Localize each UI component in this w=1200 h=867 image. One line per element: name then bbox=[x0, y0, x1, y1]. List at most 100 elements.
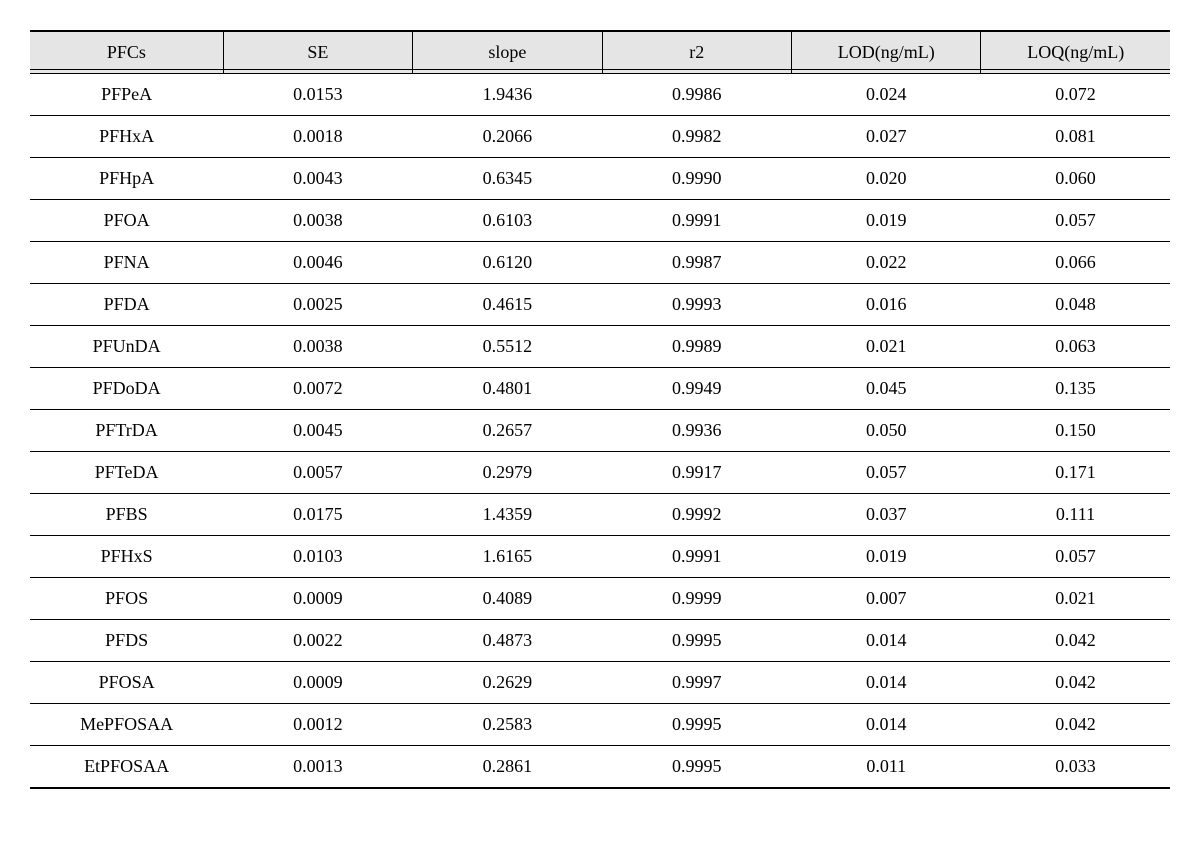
cell-loq: 0.042 bbox=[981, 662, 1170, 704]
cell-lod: 0.045 bbox=[792, 368, 981, 410]
cell-slope: 0.4089 bbox=[413, 578, 602, 620]
cell-loq: 0.063 bbox=[981, 326, 1170, 368]
cell-pfcs: PFOA bbox=[30, 200, 223, 242]
cell-se: 0.0043 bbox=[223, 158, 412, 200]
table-row: PFPeA0.01531.94360.99860.0240.072 bbox=[30, 74, 1170, 116]
cell-slope: 0.5512 bbox=[413, 326, 602, 368]
col-header-r2: r2 bbox=[602, 31, 791, 74]
cell-loq: 0.048 bbox=[981, 284, 1170, 326]
table-row: PFBS0.01751.43590.99920.0370.111 bbox=[30, 494, 1170, 536]
cell-r2: 0.9995 bbox=[602, 704, 791, 746]
cell-r2: 0.9936 bbox=[602, 410, 791, 452]
cell-loq: 0.135 bbox=[981, 368, 1170, 410]
cell-loq: 0.072 bbox=[981, 74, 1170, 116]
cell-slope: 0.6345 bbox=[413, 158, 602, 200]
table-row: EtPFOSAA0.00130.28610.99950.0110.033 bbox=[30, 746, 1170, 789]
cell-loq: 0.021 bbox=[981, 578, 1170, 620]
cell-se: 0.0072 bbox=[223, 368, 412, 410]
cell-lod: 0.019 bbox=[792, 536, 981, 578]
cell-slope: 0.2657 bbox=[413, 410, 602, 452]
cell-pfcs: MePFOSAA bbox=[30, 704, 223, 746]
table-row: PFOA0.00380.61030.99910.0190.057 bbox=[30, 200, 1170, 242]
cell-r2: 0.9989 bbox=[602, 326, 791, 368]
cell-slope: 0.2979 bbox=[413, 452, 602, 494]
cell-pfcs: PFBS bbox=[30, 494, 223, 536]
cell-slope: 0.2583 bbox=[413, 704, 602, 746]
cell-se: 0.0025 bbox=[223, 284, 412, 326]
cell-pfcs: PFNA bbox=[30, 242, 223, 284]
cell-pfcs: PFDoDA bbox=[30, 368, 223, 410]
cell-slope: 0.2861 bbox=[413, 746, 602, 789]
cell-slope: 0.2066 bbox=[413, 116, 602, 158]
cell-se: 0.0013 bbox=[223, 746, 412, 789]
cell-se: 0.0153 bbox=[223, 74, 412, 116]
cell-r2: 0.9987 bbox=[602, 242, 791, 284]
cell-pfcs: PFHxA bbox=[30, 116, 223, 158]
table-row: PFTeDA0.00570.29790.99170.0570.171 bbox=[30, 452, 1170, 494]
cell-lod: 0.014 bbox=[792, 704, 981, 746]
table-row: PFHpA0.00430.63450.99900.0200.060 bbox=[30, 158, 1170, 200]
cell-loq: 0.081 bbox=[981, 116, 1170, 158]
cell-se: 0.0046 bbox=[223, 242, 412, 284]
table-row: PFOS0.00090.40890.99990.0070.021 bbox=[30, 578, 1170, 620]
cell-pfcs: PFPeA bbox=[30, 74, 223, 116]
cell-lod: 0.050 bbox=[792, 410, 981, 452]
cell-r2: 0.9982 bbox=[602, 116, 791, 158]
cell-pfcs: PFTrDA bbox=[30, 410, 223, 452]
table-row: PFTrDA0.00450.26570.99360.0500.150 bbox=[30, 410, 1170, 452]
table-header-row: PFCs SE slope r2 LOD(ng/mL) LOQ(ng/mL) bbox=[30, 31, 1170, 74]
cell-loq: 0.042 bbox=[981, 704, 1170, 746]
cell-r2: 0.9999 bbox=[602, 578, 791, 620]
cell-se: 0.0018 bbox=[223, 116, 412, 158]
cell-lod: 0.027 bbox=[792, 116, 981, 158]
cell-loq: 0.060 bbox=[981, 158, 1170, 200]
cell-lod: 0.024 bbox=[792, 74, 981, 116]
cell-se: 0.0045 bbox=[223, 410, 412, 452]
cell-lod: 0.014 bbox=[792, 662, 981, 704]
table-body: PFPeA0.01531.94360.99860.0240.072 PFHxA0… bbox=[30, 74, 1170, 789]
cell-loq: 0.042 bbox=[981, 620, 1170, 662]
cell-pfcs: PFOS bbox=[30, 578, 223, 620]
cell-se: 0.0057 bbox=[223, 452, 412, 494]
cell-r2: 0.9991 bbox=[602, 536, 791, 578]
cell-se: 0.0022 bbox=[223, 620, 412, 662]
cell-lod: 0.020 bbox=[792, 158, 981, 200]
cell-lod: 0.014 bbox=[792, 620, 981, 662]
cell-se: 0.0038 bbox=[223, 326, 412, 368]
cell-r2: 0.9992 bbox=[602, 494, 791, 536]
cell-slope: 1.4359 bbox=[413, 494, 602, 536]
cell-r2: 0.9917 bbox=[602, 452, 791, 494]
table-row: PFDoDA0.00720.48010.99490.0450.135 bbox=[30, 368, 1170, 410]
cell-pfcs: PFUnDA bbox=[30, 326, 223, 368]
cell-lod: 0.007 bbox=[792, 578, 981, 620]
table-row: PFDS0.00220.48730.99950.0140.042 bbox=[30, 620, 1170, 662]
cell-slope: 0.4801 bbox=[413, 368, 602, 410]
cell-lod: 0.019 bbox=[792, 200, 981, 242]
cell-r2: 0.9997 bbox=[602, 662, 791, 704]
cell-pfcs: PFDS bbox=[30, 620, 223, 662]
cell-loq: 0.150 bbox=[981, 410, 1170, 452]
col-header-loq: LOQ(ng/mL) bbox=[981, 31, 1170, 74]
cell-lod: 0.057 bbox=[792, 452, 981, 494]
cell-lod: 0.022 bbox=[792, 242, 981, 284]
cell-lod: 0.037 bbox=[792, 494, 981, 536]
table-row: PFHxA0.00180.20660.99820.0270.081 bbox=[30, 116, 1170, 158]
cell-loq: 0.111 bbox=[981, 494, 1170, 536]
cell-lod: 0.016 bbox=[792, 284, 981, 326]
table-row: PFHxS0.01031.61650.99910.0190.057 bbox=[30, 536, 1170, 578]
table-header: PFCs SE slope r2 LOD(ng/mL) LOQ(ng/mL) bbox=[30, 31, 1170, 74]
cell-se: 0.0103 bbox=[223, 536, 412, 578]
cell-loq: 0.057 bbox=[981, 200, 1170, 242]
table-row: PFUnDA0.00380.55120.99890.0210.063 bbox=[30, 326, 1170, 368]
cell-loq: 0.171 bbox=[981, 452, 1170, 494]
col-header-pfcs: PFCs bbox=[30, 31, 223, 74]
cell-slope: 0.2629 bbox=[413, 662, 602, 704]
cell-pfcs: EtPFOSAA bbox=[30, 746, 223, 789]
cell-lod: 0.011 bbox=[792, 746, 981, 789]
cell-slope: 1.6165 bbox=[413, 536, 602, 578]
cell-pfcs: PFDA bbox=[30, 284, 223, 326]
cell-se: 0.0038 bbox=[223, 200, 412, 242]
cell-r2: 0.9995 bbox=[602, 746, 791, 789]
cell-r2: 0.9986 bbox=[602, 74, 791, 116]
cell-slope: 1.9436 bbox=[413, 74, 602, 116]
